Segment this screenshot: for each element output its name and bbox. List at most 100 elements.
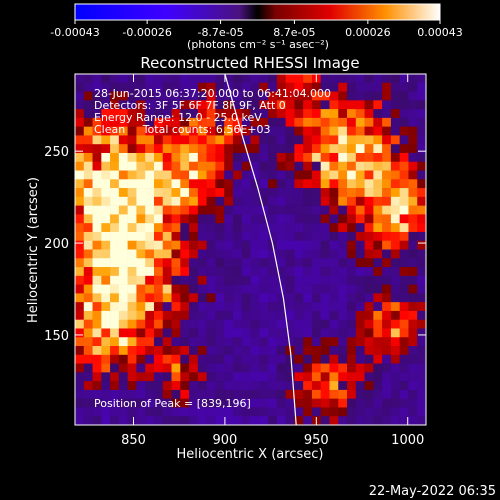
heatmap-pixel <box>408 337 418 347</box>
heatmap-pixel <box>75 135 85 145</box>
heatmap-pixel <box>303 74 313 84</box>
heatmap-pixel <box>417 363 426 373</box>
heatmap-pixel <box>408 179 418 189</box>
heatmap-pixel <box>241 416 251 425</box>
heatmap-pixel <box>390 179 400 189</box>
heatmap-pixel <box>110 179 120 189</box>
heatmap-pixel <box>250 284 260 294</box>
heatmap-pixel <box>382 196 392 206</box>
heatmap-pixel <box>145 346 155 356</box>
heatmap-pixel <box>180 372 190 382</box>
heatmap-pixel <box>329 240 339 250</box>
heatmap-pixel <box>118 170 128 180</box>
heatmap-pixel <box>329 144 339 154</box>
heatmap-pixel <box>399 152 409 163</box>
heatmap-pixel <box>197 223 207 233</box>
heatmap-pixel <box>145 152 155 163</box>
heatmap-pixel <box>145 205 155 215</box>
heatmap-pixel <box>329 310 339 321</box>
heatmap-pixel <box>224 109 234 119</box>
heatmap-pixel <box>338 91 348 101</box>
heatmap-pixel <box>320 205 330 215</box>
heatmap-pixel <box>224 205 234 215</box>
heatmap-pixel <box>329 258 339 268</box>
heatmap-pixel <box>145 231 155 242</box>
heatmap-pixel <box>373 249 383 259</box>
heatmap-pixel <box>83 310 93 321</box>
heatmap-pixel <box>347 196 357 206</box>
heatmap-pixel <box>390 319 400 329</box>
heatmap-pixel <box>390 372 400 382</box>
heatmap-pixel <box>197 231 207 242</box>
heatmap-pixel <box>145 223 155 233</box>
heatmap-pixel <box>101 188 111 198</box>
heatmap-pixel <box>250 170 260 180</box>
heatmap-pixel <box>127 275 137 285</box>
heatmap-pixel <box>180 267 190 277</box>
heatmap-pixel <box>399 100 409 110</box>
colorbar-tick-label: -8.7e-05 <box>197 26 243 39</box>
heatmap-pixel <box>162 293 172 303</box>
heatmap-pixel <box>268 231 278 242</box>
heatmap-pixel <box>373 170 383 180</box>
heatmap-pixel <box>285 179 295 189</box>
heatmap-pixel <box>224 170 234 180</box>
heatmap-pixel <box>75 100 85 110</box>
heatmap-pixel <box>250 328 260 338</box>
heatmap-pixel <box>241 328 251 338</box>
heatmap-pixel <box>276 275 286 285</box>
heatmap-pixel <box>180 398 190 408</box>
heatmap-pixel <box>408 117 418 127</box>
heatmap-pixel <box>294 117 304 127</box>
heatmap-pixel <box>338 188 348 198</box>
heatmap-pixel <box>338 144 348 154</box>
heatmap-pixel <box>417 284 426 294</box>
heatmap-pixel <box>180 188 190 198</box>
heatmap-pixel <box>171 249 181 259</box>
heatmap-pixel <box>285 249 295 259</box>
heatmap-pixel <box>338 389 348 399</box>
heatmap-pixel <box>101 214 111 224</box>
heatmap-pixel <box>320 135 330 145</box>
heatmap-pixel <box>364 126 374 136</box>
heatmap-pixel <box>75 328 85 338</box>
heatmap-pixel <box>232 346 243 356</box>
heatmap-pixel <box>83 381 93 391</box>
heatmap-pixel <box>92 293 102 303</box>
heatmap-pixel <box>373 337 383 347</box>
heatmap-pixel <box>338 205 348 215</box>
heatmap-pixel <box>171 284 181 294</box>
heatmap-pixel <box>382 126 392 136</box>
heatmap-pixel <box>250 416 260 425</box>
heatmap-pixel <box>145 258 155 268</box>
heatmap-pixel <box>285 416 295 425</box>
heatmap-pixel <box>224 302 234 312</box>
heatmap-pixel <box>320 74 330 84</box>
heatmap-pixel <box>189 381 199 391</box>
heatmap-pixel <box>417 100 426 110</box>
heatmap-pixel <box>347 337 357 347</box>
heatmap-pixel <box>355 381 365 391</box>
heatmap-pixel <box>250 74 260 84</box>
heatmap-pixel <box>197 346 207 356</box>
heatmap-pixel <box>206 293 216 303</box>
heatmap-pixel <box>355 126 365 136</box>
heatmap-pixel <box>355 389 365 399</box>
heatmap-pixel <box>118 363 128 373</box>
heatmap-pixel <box>206 284 216 294</box>
heatmap-pixel <box>329 91 339 101</box>
heatmap-pixel <box>127 258 137 268</box>
heatmap-pixel <box>180 240 190 250</box>
heatmap-pixel <box>215 416 225 425</box>
heatmap-pixel <box>390 144 400 154</box>
heatmap-pixel <box>268 109 278 119</box>
heatmap-pixel <box>320 258 330 268</box>
heatmap-pixel <box>417 144 426 154</box>
heatmap-pixel <box>162 381 172 391</box>
heatmap-pixel <box>180 144 190 154</box>
heatmap-pixel <box>364 82 374 92</box>
heatmap-pixel <box>355 293 365 303</box>
heatmap-pixel <box>347 398 357 408</box>
heatmap-pixel <box>127 170 137 180</box>
heatmap-pixel <box>303 398 313 408</box>
